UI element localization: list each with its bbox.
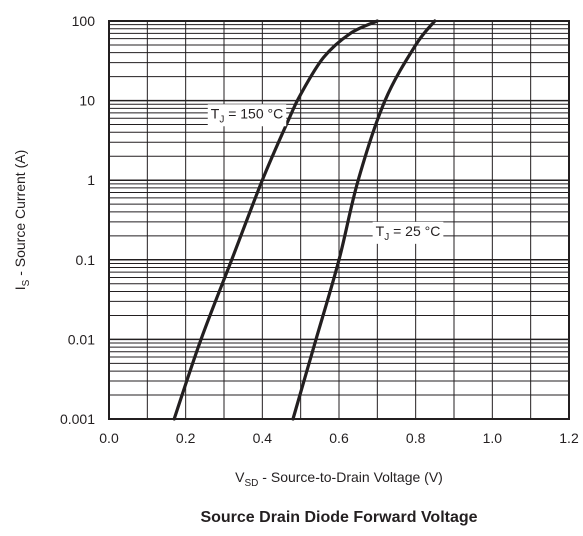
series-annotation-0: TJ = 150 °C <box>207 104 287 127</box>
plot-frame <box>108 20 570 420</box>
x-tick-label: 0.2 <box>176 430 196 446</box>
series-layer <box>172 19 437 421</box>
x-tick-labels: 0.0 0.2 0.4 0.6 0.8 1.0 1.2 <box>99 430 579 446</box>
x-axis-label-sub: SD <box>245 478 259 489</box>
y-tick-label: 1 <box>87 172 95 188</box>
x-axis-label-rest: - Source-to-Drain Voltage (V) <box>258 469 442 485</box>
y-tick-labels: 0.001 0.01 0.1 1 10 100 <box>60 13 95 427</box>
y-axis-label-main: I <box>12 286 28 290</box>
annotation-main: T <box>211 105 220 121</box>
annotation-rest: = 150 °C <box>224 105 283 121</box>
annotation-rest: = 25 °C <box>389 223 440 239</box>
y-axis-label-sub: S <box>21 279 32 286</box>
y-axis-label: IS - Source Current (A) <box>12 150 32 291</box>
x-axis-label-main: V <box>235 469 245 485</box>
x-tick-label: 0.4 <box>253 430 273 446</box>
grid-layer <box>109 21 569 419</box>
x-tick-label: 1.2 <box>559 430 579 446</box>
annotation-background <box>372 221 444 244</box>
y-tick-label: 0.001 <box>60 411 95 427</box>
annotation-layer: TJ = 150 °CTJ = 25 °C <box>207 104 444 244</box>
chart-title: Source Drain Diode Forward Voltage <box>200 509 477 526</box>
x-tick-label: 0.8 <box>406 430 426 446</box>
series-annotation-1: TJ = 25 °C <box>372 221 444 244</box>
y-tick-label: 0.1 <box>76 252 96 268</box>
x-tick-label: 1.0 <box>483 430 503 446</box>
y-tick-label: 100 <box>72 13 96 29</box>
y-axis-label-rest: - Source Current (A) <box>12 150 28 280</box>
annotation-sub: J <box>219 114 224 125</box>
annotation-main: T <box>376 223 385 239</box>
annotation-background <box>207 104 287 127</box>
x-tick-label: 0.6 <box>329 430 349 446</box>
series-line-0 <box>172 19 379 421</box>
x-axis-label: VSD - Source-to-Drain Voltage (V) <box>235 469 443 489</box>
x-tick-label: 0.0 <box>99 430 119 446</box>
annotation-text: TJ = 150 °C <box>211 105 283 125</box>
y-tick-label: 0.01 <box>68 331 95 347</box>
y-tick-label: 10 <box>79 93 95 109</box>
annotation-sub: J <box>384 232 389 243</box>
series-line-1 <box>291 19 437 421</box>
annotation-text: TJ = 25 °C <box>376 223 441 243</box>
